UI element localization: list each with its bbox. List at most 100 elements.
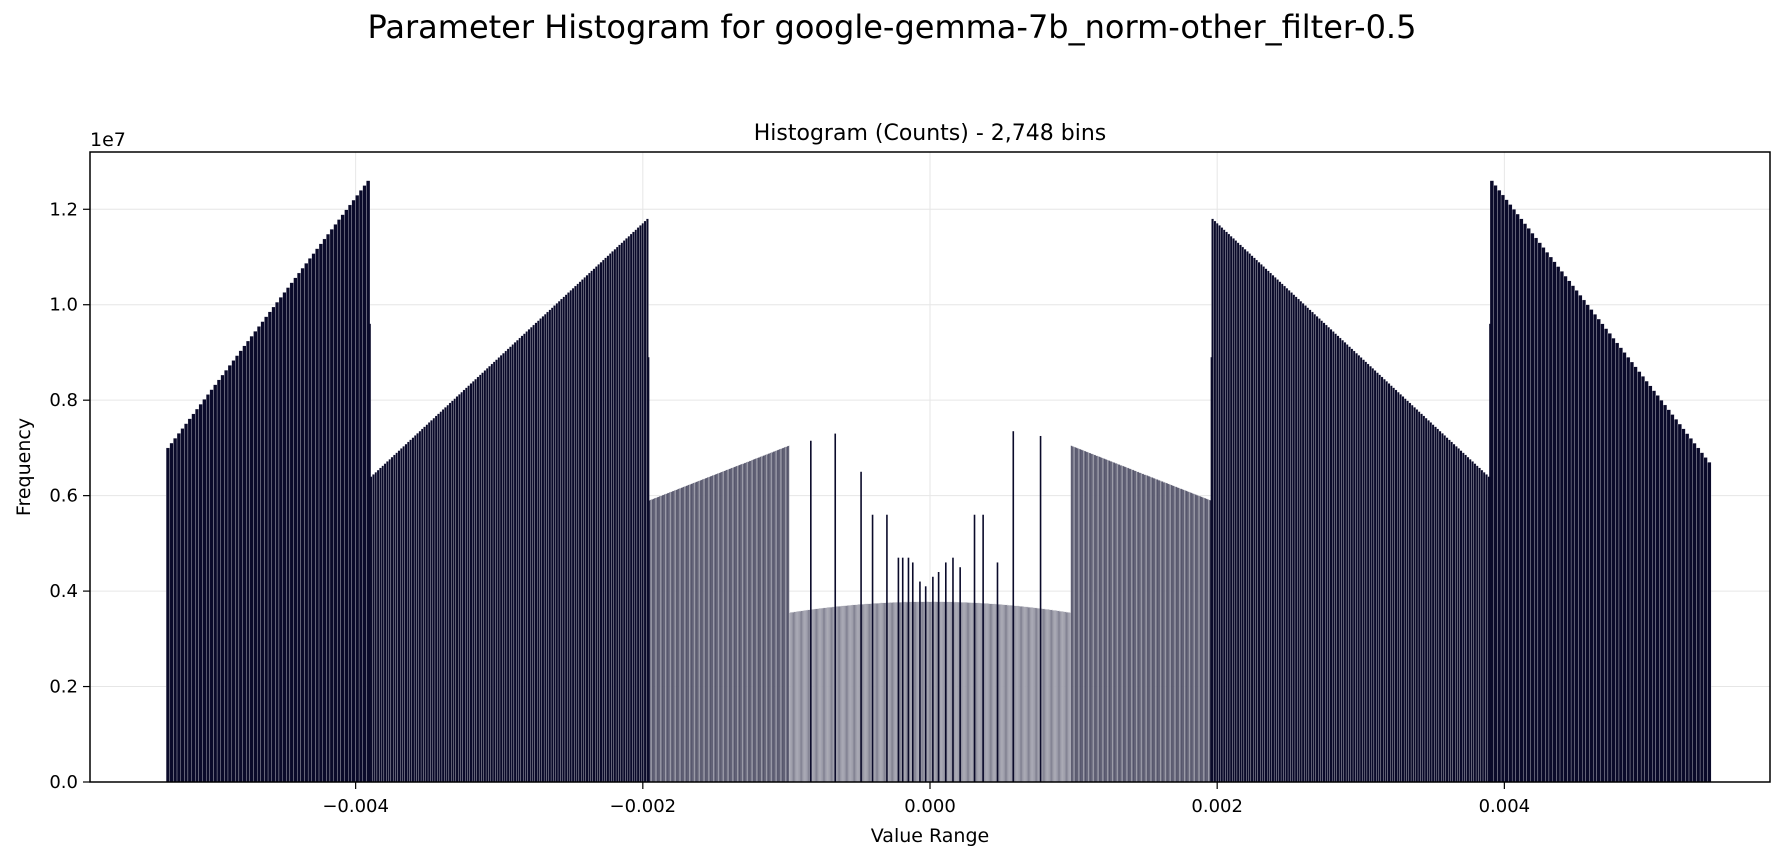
histogram-bar: [425, 424, 429, 783]
histogram-bar: [886, 514, 888, 782]
histogram-bar: [1269, 272, 1272, 783]
histogram-bar: [1229, 236, 1233, 783]
histogram-bar: [1301, 303, 1305, 783]
histogram-bar: [1473, 463, 1477, 783]
histogram-bar: [249, 336, 254, 783]
histogram-bar: [585, 275, 589, 783]
histogram-bar: [383, 463, 387, 783]
histogram-bar: [374, 472, 378, 783]
histogram-bar: [1448, 439, 1451, 783]
histogram-bar: [1410, 404, 1414, 783]
histogram-bar: [1220, 227, 1224, 783]
histogram-bar: [1420, 413, 1423, 783]
x-tick-label: 0.000: [904, 796, 956, 817]
histogram-bar: [1530, 233, 1535, 783]
histogram-bar: [1582, 299, 1586, 783]
histogram-bar: [1246, 251, 1249, 783]
histogram-bar: [478, 374, 482, 783]
histogram-bar: [451, 400, 454, 783]
histogram-bar: [1593, 314, 1598, 783]
histogram-bar: [1541, 247, 1546, 783]
histogram-bar: [1378, 374, 1382, 783]
histogram-bar: [453, 398, 457, 783]
x-tick-label: −0.002: [610, 796, 677, 817]
histogram-bar: [337, 219, 341, 783]
histogram-bar: [541, 316, 545, 783]
histogram-bar: [860, 471, 862, 782]
histogram-bar: [1345, 344, 1349, 783]
histogram-bar: [1596, 318, 1601, 783]
histogram-bar: [1622, 352, 1627, 783]
histogram-bar: [537, 320, 540, 783]
histogram-bar: [571, 287, 575, 783]
histogram-bar: [278, 297, 283, 783]
histogram-bar: [1431, 424, 1435, 783]
histogram-bar: [1294, 296, 1298, 783]
histogram-bar: [1478, 467, 1481, 783]
histogram-bar: [634, 229, 638, 783]
histogram-bar: [242, 345, 247, 783]
histogram-bar: [513, 342, 517, 783]
histogram-bar: [220, 374, 225, 783]
histogram-bar: [982, 514, 984, 782]
histogram-bar: [576, 283, 580, 783]
histogram-bar: [1413, 407, 1416, 783]
histogram-bar: [606, 255, 610, 783]
histogram-bar: [1604, 328, 1609, 783]
histogram-bar: [1225, 231, 1228, 783]
histogram-bar: [465, 387, 468, 783]
histogram-bar: [557, 300, 561, 783]
histogram-bar: [1264, 268, 1268, 783]
histogram-bar: [187, 418, 192, 783]
histogram-bar: [1471, 461, 1474, 783]
histogram-bar: [483, 370, 487, 783]
histogram-bar: [1387, 383, 1391, 783]
histogram-bar: [1688, 438, 1693, 783]
histogram-bar: [1475, 465, 1479, 783]
histogram-bar: [455, 396, 459, 783]
histogram-bar: [583, 277, 587, 783]
histogram-bar: [1348, 346, 1351, 783]
histogram-bar: [504, 350, 508, 783]
histogram-bar: [1392, 387, 1395, 783]
histogram-bar: [434, 415, 438, 783]
histogram-bar: [1283, 285, 1286, 783]
histogram-bar: [467, 385, 470, 783]
histogram-bar: [1325, 324, 1328, 783]
histogram-bar: [1352, 350, 1356, 783]
histogram-bar: [246, 340, 250, 783]
histogram-bar: [1429, 422, 1433, 783]
histogram-bar: [432, 417, 436, 783]
histogram-bar: [581, 279, 584, 783]
histogram-bar: [1334, 333, 1337, 783]
histogram-bar: [1213, 220, 1217, 783]
histogram-bar: [1253, 257, 1256, 783]
histogram-bar: [1366, 363, 1370, 783]
histogram-bar: [897, 557, 900, 782]
histogram-bar: [1278, 281, 1282, 783]
histogram-bar: [530, 326, 533, 783]
histogram-bar: [1703, 457, 1708, 783]
histogram-bar: [1417, 411, 1421, 783]
histogram-bar: [1299, 300, 1303, 783]
histogram-bar: [627, 236, 631, 783]
y-tick-label: 0.6: [49, 486, 78, 507]
histogram-bar: [516, 339, 519, 783]
histogram-bar: [1457, 448, 1460, 783]
histogram-bar: [1526, 228, 1531, 783]
histogram-bar: [1607, 333, 1612, 783]
histogram-bar: [411, 437, 415, 783]
histogram-bar: [1696, 447, 1701, 783]
histogram-bar: [253, 331, 258, 783]
histogram-bar: [1355, 352, 1358, 783]
histogram-bar: [1271, 275, 1275, 783]
histogram-bar: [555, 303, 559, 783]
histogram-bar: [488, 365, 491, 783]
histogram-bar: [620, 242, 624, 783]
histogram-bar: [293, 277, 298, 783]
histogram-bar: [420, 428, 424, 783]
histogram-bar: [176, 433, 181, 783]
histogram-bar: [1438, 430, 1442, 783]
histogram-bar: [1311, 311, 1314, 783]
